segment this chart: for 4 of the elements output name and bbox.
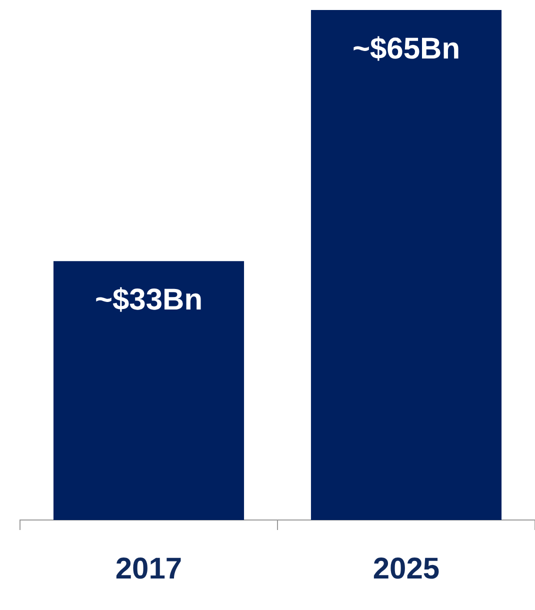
x-tick-label: 2025: [372, 552, 440, 586]
x-tick-label: 2017: [115, 552, 182, 586]
data-label: ~$65Bn: [352, 32, 460, 66]
data-label: ~$33Bn: [94, 283, 203, 316]
